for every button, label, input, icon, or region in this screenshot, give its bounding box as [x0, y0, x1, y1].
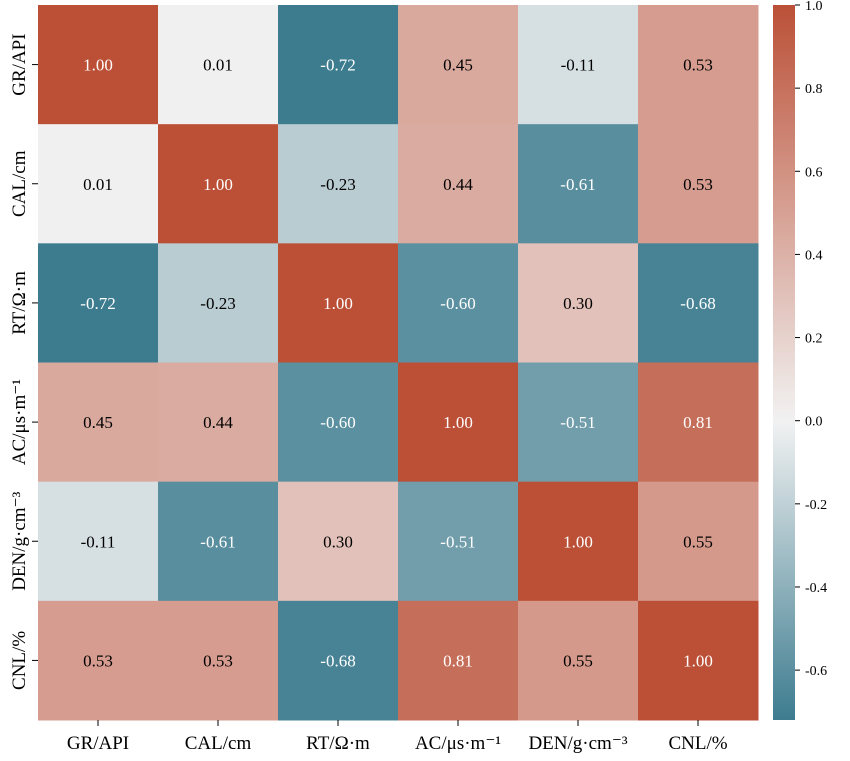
- y-tick-label: AC/μs·m⁻¹: [9, 379, 30, 465]
- cell-value-label: 1.00: [323, 294, 353, 313]
- heatmap-cell: [398, 481, 519, 602]
- heatmap-cell: [638, 124, 759, 244]
- heatmap-cell: [398, 362, 519, 483]
- heatmap-cell: [278, 481, 399, 602]
- colorbar: 1.0 0.8 0.6 0.4 0.2 0.0 -0.2 -0.4 -0.6: [773, 0, 827, 720]
- heatmap-cell: [518, 600, 639, 721]
- cell-value-label: 0.44: [443, 175, 473, 194]
- heatmap-cell: [158, 362, 279, 483]
- heatmap-cell: [158, 124, 279, 244]
- cell-value-label: 0.01: [203, 56, 233, 75]
- cell-value-label: -0.51: [560, 413, 595, 432]
- cell-value-label: 1.00: [683, 651, 713, 670]
- y-tick-label: CAL/cm: [9, 150, 30, 217]
- heatmap-cell: [278, 5, 399, 125]
- y-tick-label: RT/Ω·m: [9, 271, 30, 335]
- cell-value-label: 1.00: [443, 413, 473, 432]
- colorbar-tick-label: -0.6: [805, 664, 827, 679]
- heatmap-cell: [518, 243, 639, 363]
- heatmap-cell: [278, 243, 399, 363]
- heatmap-cell: [38, 481, 159, 602]
- cell-value-label: 0.45: [83, 413, 113, 432]
- heatmap-cell: [158, 5, 279, 125]
- cell-value-label: -0.51: [440, 532, 475, 551]
- heatmap-cell: [518, 362, 639, 483]
- heatmap-cell: [38, 243, 159, 363]
- y-tick-label: DEN/g·cm⁻³: [9, 491, 30, 590]
- heatmap-cell: [398, 600, 519, 721]
- cell-value-label: -0.68: [320, 651, 355, 670]
- colorbar-gradient: [773, 5, 795, 720]
- cell-value-label: 0.55: [563, 651, 593, 670]
- x-tick-label: AC/μs·m⁻¹: [415, 733, 501, 754]
- heatmap-cell: [38, 124, 159, 244]
- heatmap-cell: [518, 5, 639, 125]
- heatmap-cell: [638, 481, 759, 602]
- colorbar-tick-label: 0.0: [805, 415, 823, 430]
- cell-value-label: -0.72: [320, 56, 355, 75]
- y-axis-labels: GR/API CAL/cm RT/Ω·m AC/μs·m⁻¹ DEN/g·cm⁻³ CNL…: [9, 33, 38, 690]
- heatmap-cell: [278, 362, 399, 483]
- y-tick-label: GR/API: [9, 33, 30, 95]
- heatmap-cells: 1.00 0.01 -0.72 0.45 -0.11 0.53 0.01 1.00 -0.23 0…: [38, 5, 759, 721]
- cell-value-label: -0.60: [440, 294, 475, 313]
- cell-value-label: 0.53: [83, 651, 113, 670]
- cell-value-label: -0.61: [560, 175, 595, 194]
- cell-value-label: -0.60: [320, 413, 355, 432]
- x-tick-label: CAL/cm: [185, 733, 252, 754]
- heatmap-cell: [38, 600, 159, 721]
- cell-value-label: -0.11: [81, 532, 116, 551]
- cell-value-label: 1.00: [83, 56, 113, 75]
- heatmap-cell: [278, 600, 399, 721]
- cell-value-label: -0.23: [200, 294, 235, 313]
- heatmap-cell: [518, 124, 639, 244]
- heatmap-cell: [638, 600, 759, 721]
- cell-value-label: 0.81: [683, 413, 713, 432]
- heatmap-cell: [638, 5, 759, 125]
- y-tick-label: CNL/%: [9, 631, 30, 690]
- cell-value-label: 0.53: [683, 56, 713, 75]
- colorbar-tick-label: 1.0: [805, 0, 823, 14]
- heatmap-cell: [398, 243, 519, 363]
- cell-value-label: 0.30: [323, 532, 353, 551]
- colorbar-tick-label: -0.4: [805, 581, 827, 596]
- heatmap-cell: [518, 481, 639, 602]
- cell-value-label: 0.53: [683, 175, 713, 194]
- colorbar-tick-label: 0.4: [805, 248, 823, 263]
- heatmap-cell: [158, 481, 279, 602]
- heatmap-cell: [38, 362, 159, 483]
- cell-value-label: 0.81: [443, 651, 473, 670]
- colorbar-tick-label: 0.8: [805, 82, 823, 97]
- cell-value-label: -0.23: [320, 175, 355, 194]
- colorbar-tick-label: -0.2: [805, 498, 827, 513]
- heatmap-cell: [278, 124, 399, 244]
- heatmap-cell: [158, 600, 279, 721]
- cell-value-label: -0.11: [561, 56, 596, 75]
- cell-value-label: 1.00: [563, 532, 593, 551]
- heatmap-cell: [638, 362, 759, 483]
- heatmap-cell: [638, 243, 759, 363]
- x-tick-label: RT/Ω·m: [306, 733, 370, 754]
- heatmap-cell: [158, 243, 279, 363]
- colorbar-tick-label: 0.2: [805, 332, 823, 347]
- colorbar-tick-label: 0.6: [805, 165, 823, 180]
- x-tick-label: CNL/%: [668, 733, 727, 754]
- cell-value-label: 0.30: [563, 294, 593, 313]
- heatmap-cell: [38, 5, 159, 125]
- cell-value-label: 0.45: [443, 56, 473, 75]
- heatmap-cell: [398, 124, 519, 244]
- cell-value-label: 1.00: [203, 175, 233, 194]
- x-axis-labels: GR/API CAL/cm RT/Ω·m AC/μs·m⁻¹ DEN/g·cm⁻³ CNL…: [67, 720, 728, 754]
- x-tick-label: GR/API: [67, 733, 129, 754]
- cell-value-label: -0.72: [80, 294, 115, 313]
- cell-value-label: -0.61: [200, 532, 235, 551]
- cell-value-label: 0.53: [203, 651, 233, 670]
- x-tick-label: DEN/g·cm⁻³: [528, 733, 627, 754]
- cell-value-label: 0.55: [683, 532, 713, 551]
- cell-value-label: -0.68: [680, 294, 715, 313]
- heatmap-cell: [398, 5, 519, 125]
- cell-value-label: 0.01: [83, 175, 113, 194]
- cell-value-label: 0.44: [203, 413, 233, 432]
